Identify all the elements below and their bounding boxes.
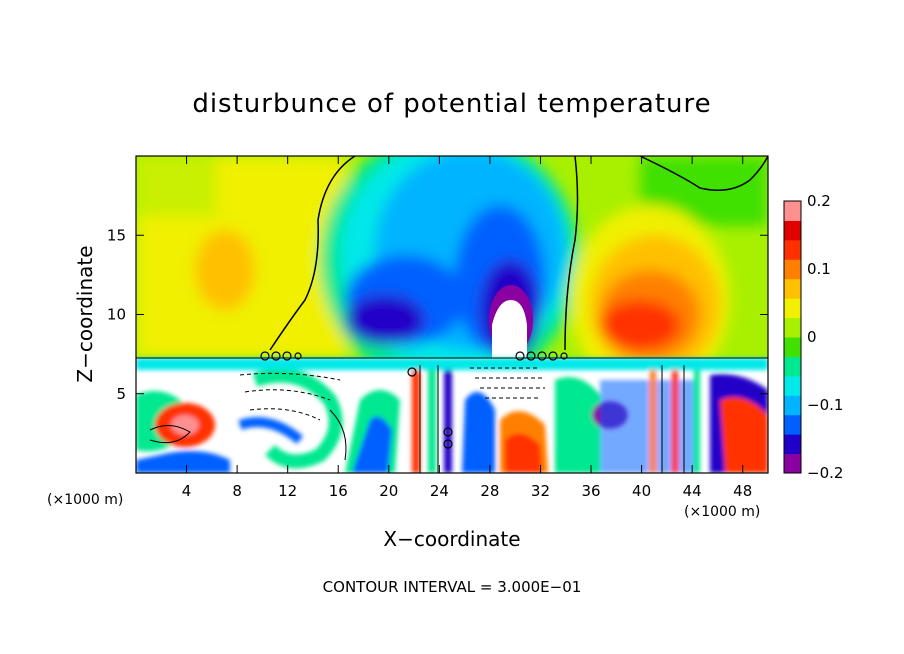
colorbar-tick-label: 0.2: [807, 192, 831, 210]
cold-core-white: [492, 300, 527, 358]
x-tick-label: 12: [278, 482, 297, 500]
colorbar-cell: [784, 395, 801, 416]
x-tick-label: 32: [531, 482, 550, 500]
y-tick-label: 5: [116, 385, 126, 403]
x-tick-label: 24: [430, 482, 449, 500]
zero-contour-right: [564, 156, 579, 351]
colorbar-cell: [784, 414, 801, 435]
colorbar-cell: [784, 453, 801, 474]
colorbar-ticks: 0.2 0.1 0 −0.1 −0.2: [807, 192, 843, 482]
x-tick-label: 36: [581, 482, 600, 500]
colorbar-tick-label: −0.1: [807, 396, 843, 414]
x-axis-label: X−coordinate: [383, 527, 520, 551]
dashed-contours: [239, 367, 545, 421]
colorbar-frame: [783, 200, 802, 474]
colorbar-cell: [784, 375, 801, 396]
y-axis: 5 10 15: [107, 226, 768, 403]
colorbar-tick-label: 0.1: [807, 260, 831, 278]
colorbar-cell: [784, 239, 801, 260]
x-tick-label: 48: [733, 482, 752, 500]
zero-contour-left: [269, 156, 356, 351]
solid-contours-lower: [149, 365, 685, 473]
x-tick-label: 8: [232, 482, 242, 500]
colorbar-tick-label: 0: [807, 328, 817, 346]
colorbar-cell: [784, 278, 801, 299]
contour-interval-note: CONTOUR INTERVAL = 3.000E−01: [323, 578, 582, 596]
contour-lines: [136, 156, 768, 359]
colorbar-cell: [784, 259, 801, 280]
lower-turbulent-field: [136, 358, 768, 473]
y-tick-label: 10: [107, 306, 126, 324]
x-tick-label: 4: [182, 482, 192, 500]
colorbar-cell: [784, 337, 801, 357]
x-tick-label: 16: [329, 482, 348, 500]
zero-contour-topright: [639, 156, 768, 191]
x-unit-right: (×1000 m): [684, 504, 760, 520]
colorbar-cell: [784, 434, 801, 455]
x-tick-label: 40: [632, 482, 651, 500]
colorbar-cell: [784, 220, 801, 241]
colorbar-cell: [784, 201, 801, 221]
x-axis: 4 8 12 16 20 24 28 32 36 40 44 48: [182, 156, 752, 500]
colorbar: 0.2 0.1 0 −0.1 −0.2: [783, 192, 843, 482]
y-axis-label: Z−coordinate: [73, 245, 97, 382]
colorbar-tick-label: −0.2: [807, 464, 843, 482]
x-tick-label: 20: [379, 482, 398, 500]
colorbar-cell: [784, 317, 801, 338]
y-tick-label: 15: [107, 226, 126, 244]
colorbar-cell: [784, 298, 801, 319]
colorbar-cells: [784, 201, 801, 474]
x-unit-left: (×1000 m): [47, 492, 123, 508]
upper-anomaly-field: [136, 156, 768, 395]
plot-area: [136, 156, 768, 473]
chart-title: disturbunce of potential temperature: [192, 89, 711, 119]
small-eddy-circles: [260, 351, 568, 449]
x-tick-label: 44: [683, 482, 702, 500]
colorbar-cell: [784, 356, 801, 377]
x-tick-label: 28: [480, 482, 499, 500]
